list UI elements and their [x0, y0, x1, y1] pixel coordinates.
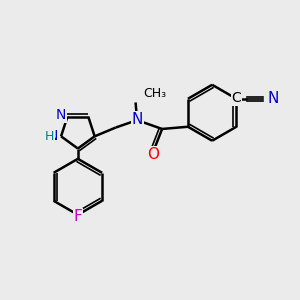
Text: N: N: [56, 108, 66, 122]
Text: C: C: [232, 91, 242, 105]
Text: N: N: [131, 112, 143, 127]
Text: N: N: [267, 91, 279, 106]
Text: CH₃: CH₃: [143, 87, 166, 100]
Text: H: H: [45, 130, 55, 143]
Text: N: N: [47, 129, 58, 143]
Text: O: O: [147, 147, 159, 162]
Text: F: F: [74, 209, 82, 224]
